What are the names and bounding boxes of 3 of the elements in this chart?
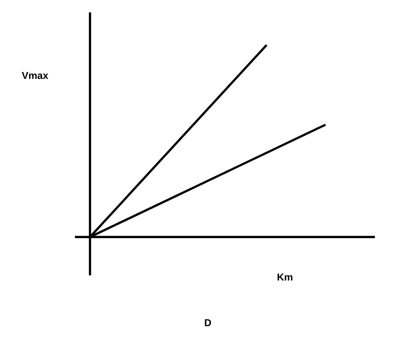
x-axis-title: Km	[278, 274, 292, 281]
y-axis-title: Vmax	[22, 72, 48, 79]
text: D	[204, 319, 212, 326]
